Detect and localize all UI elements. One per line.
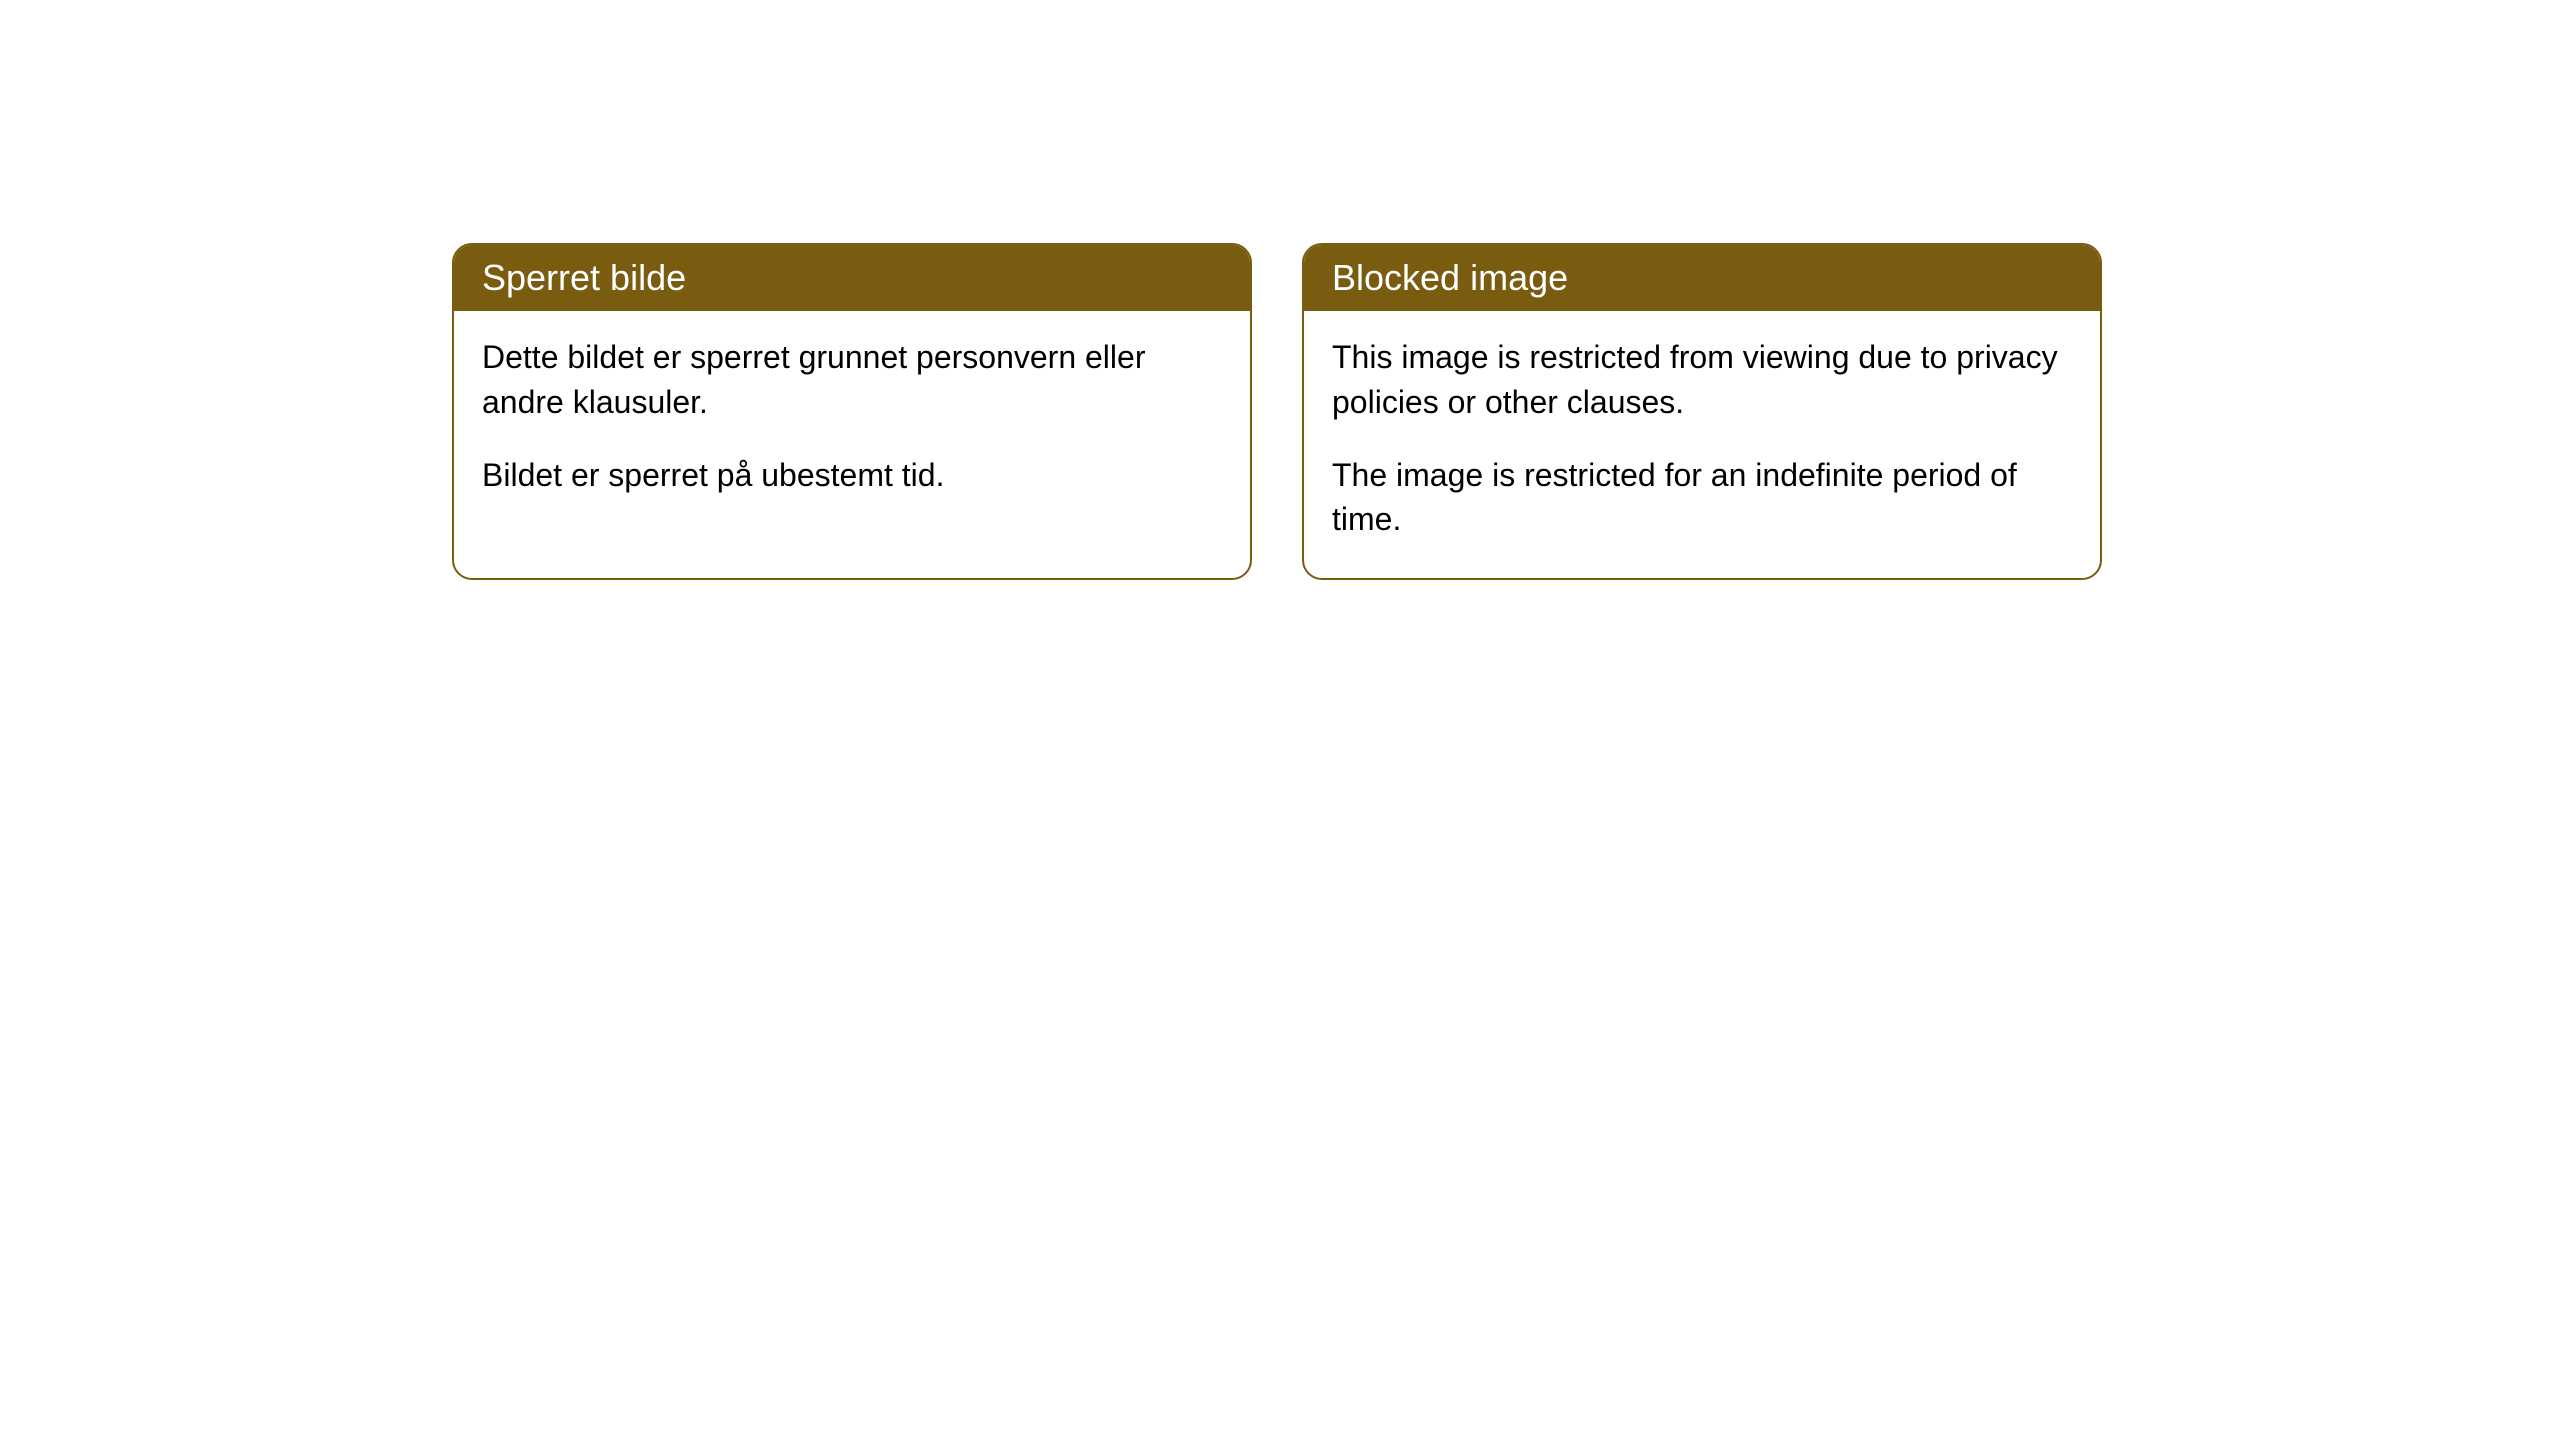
card-header: Blocked image — [1304, 245, 2100, 311]
card-paragraph: Dette bildet er sperret grunnet personve… — [482, 335, 1222, 425]
notice-card-english: Blocked image This image is restricted f… — [1302, 243, 2102, 580]
card-paragraph: The image is restricted for an indefinit… — [1332, 453, 2072, 543]
card-paragraph: This image is restricted from viewing du… — [1332, 335, 2072, 425]
card-body: Dette bildet er sperret grunnet personve… — [454, 311, 1250, 533]
card-body: This image is restricted from viewing du… — [1304, 311, 2100, 578]
card-title: Sperret bilde — [482, 257, 686, 298]
notice-card-norwegian: Sperret bilde Dette bildet er sperret gr… — [452, 243, 1252, 580]
card-paragraph: Bildet er sperret på ubestemt tid. — [482, 453, 1222, 498]
card-header: Sperret bilde — [454, 245, 1250, 311]
card-title: Blocked image — [1332, 257, 1568, 298]
notice-cards-container: Sperret bilde Dette bildet er sperret gr… — [452, 243, 2560, 580]
